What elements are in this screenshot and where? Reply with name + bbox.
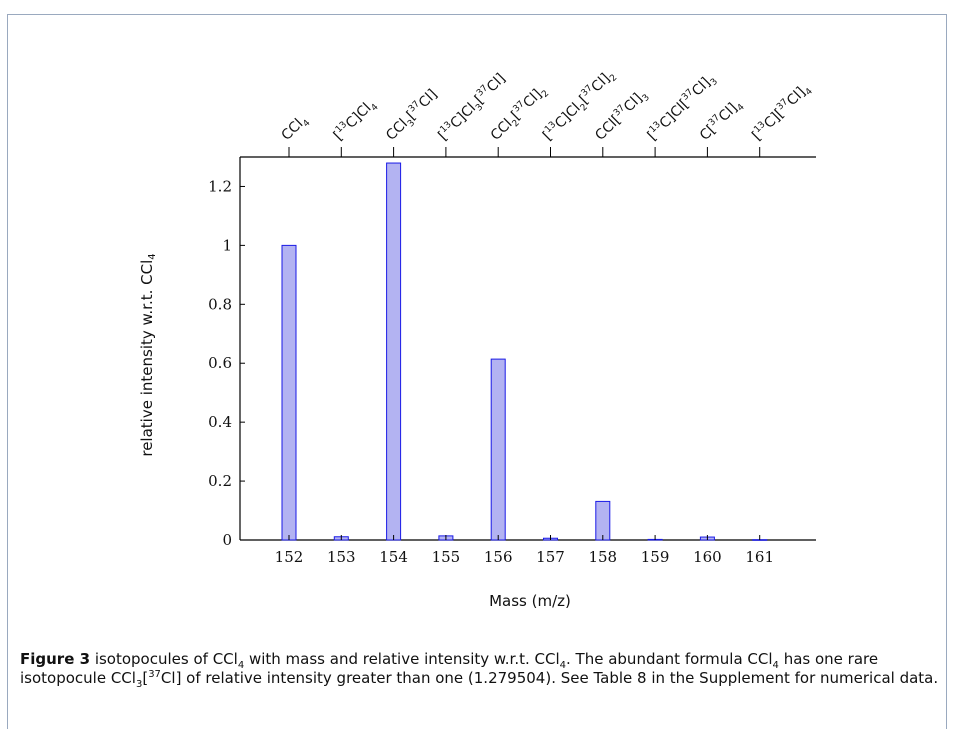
y-tick-label: 0.6: [208, 354, 232, 372]
y-tick-label: 0.4: [208, 413, 232, 431]
y-tick-label: 1.2: [208, 177, 232, 195]
bar-152: [281, 244, 297, 541]
x-axis-ticks: 152 153 154 155 156 157 158 159 160 161: [275, 147, 774, 566]
x-tick-label: 158: [588, 548, 617, 566]
top-tick-label: C[37​Cl]4​: [696, 95, 747, 146]
top-tick-label: CCl4​: [279, 112, 313, 146]
x-tick-label: 161: [745, 548, 774, 566]
bar-156: [490, 358, 506, 541]
x-tick-label: 157: [536, 548, 565, 566]
figure-frame: [7, 14, 947, 729]
top-tick-label: [13​C][37​Cl]4​: [749, 79, 816, 146]
x-tick-label: 153: [327, 548, 356, 566]
chart-axes: [239, 156, 816, 541]
top-axis-labels: CCl4​ [13​C]Cl4​CCl3​[37​Cl][13​C]Cl3​[37…: [279, 66, 816, 146]
y-tick-label: 1: [222, 236, 232, 254]
bar-154: [386, 162, 402, 541]
top-tick-label: [13​C]Cl4​: [330, 95, 381, 146]
y-axis-ticks: 0 0.2 0.4 0.6 0.8 1 1.2: [208, 177, 245, 549]
y-tick-label: 0: [222, 531, 232, 549]
y-tick-label: 0.8: [208, 295, 232, 313]
x-tick-label: 160: [693, 548, 722, 566]
caption-text: isotopocules of CCl4 with mass and relat…: [20, 650, 939, 690]
y-axis-label: relative intensity w.r.t. CCl4: [138, 253, 158, 456]
x-tick-label: 156: [484, 548, 513, 566]
x-tick-label: 159: [641, 548, 670, 566]
x-tick-label: 155: [432, 548, 461, 566]
figure-label: Figure 3: [20, 650, 91, 668]
x-axis-label: Mass (m/z): [489, 592, 571, 610]
top-tick-label: CCl3​[37​Cl]: [382, 86, 442, 146]
top-tick-label: [13​C]Cl3​[37​Cl]: [435, 70, 511, 146]
top-tick-label: CCl[37​Cl]3​: [592, 86, 652, 146]
x-tick-label: 154: [379, 548, 408, 566]
figure-caption: Figure 3 isotopocules of CCl4 with mass …: [20, 650, 950, 690]
chart-bars: [281, 162, 768, 541]
x-tick-label: 152: [275, 548, 304, 566]
bar-158: [595, 500, 611, 541]
y-tick-label: 0.2: [208, 472, 232, 490]
bar-chart: 00.20.40.60.811.2 152 153 154 155 156 157 158 1…: [138, 66, 816, 610]
